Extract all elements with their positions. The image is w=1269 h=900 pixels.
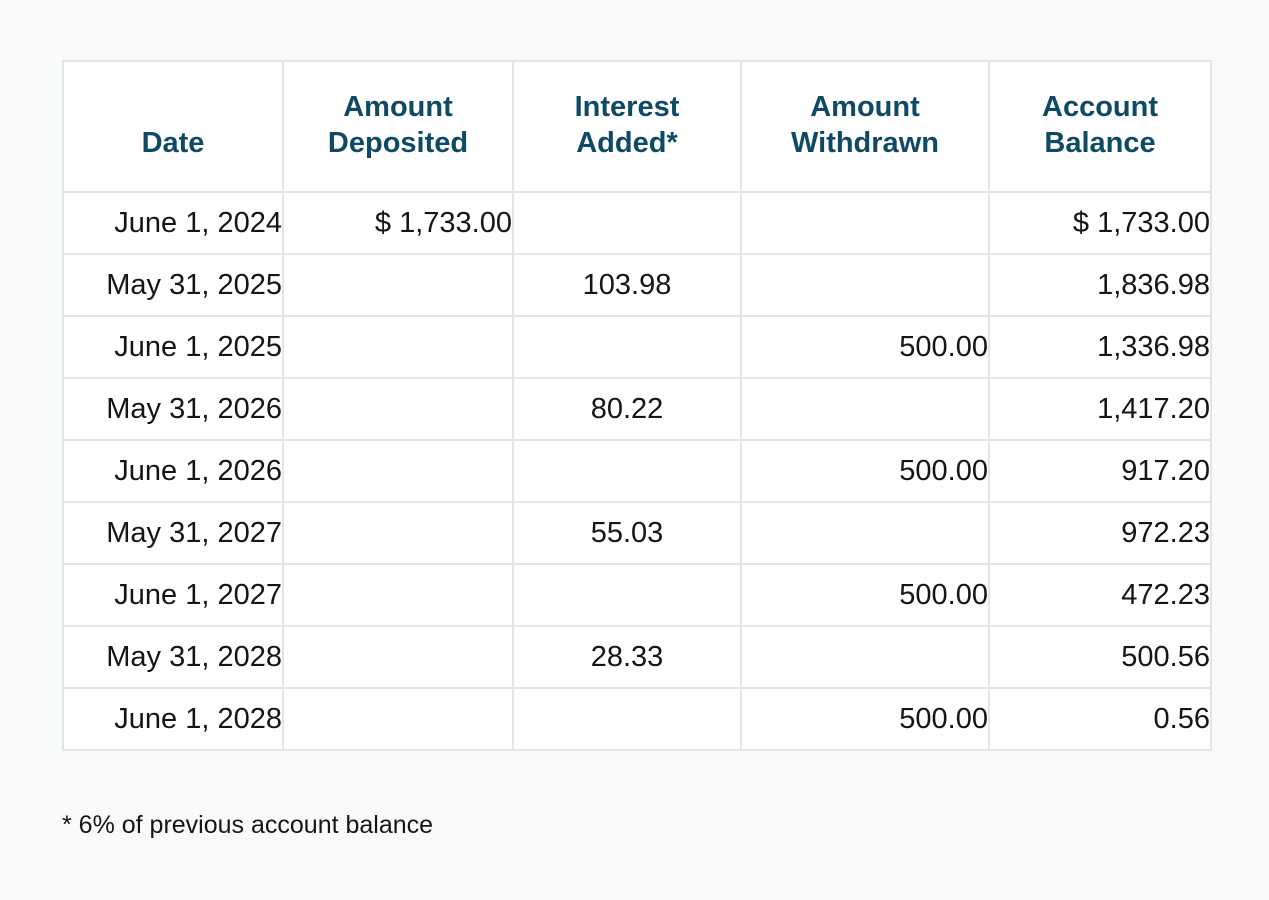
cell-deposited — [282, 501, 514, 565]
header-withdrawn-line1: Amount — [810, 91, 920, 123]
cell-date: May 31, 2028 — [62, 625, 284, 689]
table-row: June 1, 2027 500.00 472.23 — [62, 563, 1212, 627]
cell-date: June 1, 2027 — [62, 563, 284, 627]
table-row: May 31, 2025 103.98 1,836.98 — [62, 253, 1212, 317]
cell-deposited — [282, 315, 514, 379]
cell-interest — [512, 563, 742, 627]
cell-deposited — [282, 439, 514, 503]
cell-withdrawn — [740, 191, 990, 255]
cell-withdrawn — [740, 625, 990, 689]
header-balance-line2: Balance — [1044, 127, 1156, 159]
table-row: June 1, 2025 500.00 1,336.98 — [62, 315, 1212, 379]
cell-date: June 1, 2024 — [62, 191, 284, 255]
cell-withdrawn — [740, 501, 990, 565]
cell-interest — [512, 439, 742, 503]
cell-deposited — [282, 687, 514, 751]
cell-deposited — [282, 625, 514, 689]
header-date-label: Date — [141, 127, 205, 159]
cell-balance: 472.23 — [988, 563, 1212, 627]
header-row: Date Amount Deposited Interest Added* Am… — [62, 60, 1212, 193]
cell-date: June 1, 2026 — [62, 439, 284, 503]
cell-balance: 1,336.98 — [988, 315, 1212, 379]
cell-deposited — [282, 563, 514, 627]
header-interest-added: Interest Added* — [512, 60, 742, 193]
cell-balance: 972.23 — [988, 501, 1212, 565]
cell-date: June 1, 2025 — [62, 315, 284, 379]
cell-balance: 917.20 — [988, 439, 1212, 503]
cell-interest: 80.22 — [512, 377, 742, 441]
cell-withdrawn: 500.00 — [740, 315, 990, 379]
cell-date: May 31, 2025 — [62, 253, 284, 317]
cell-interest — [512, 191, 742, 255]
table-row: June 1, 2026 500.00 917.20 — [62, 439, 1212, 503]
cell-withdrawn: 500.00 — [740, 563, 990, 627]
cell-interest — [512, 687, 742, 751]
cell-deposited — [282, 377, 514, 441]
header-amount-withdrawn: Amount Withdrawn — [740, 60, 990, 193]
cell-deposited: $ 1,733.00 — [282, 191, 514, 255]
cell-date: May 31, 2026 — [62, 377, 284, 441]
header-date: Date — [62, 60, 284, 193]
header-interest-line1: Interest — [574, 91, 680, 123]
cell-balance: 1,417.20 — [988, 377, 1212, 441]
cell-interest: 103.98 — [512, 253, 742, 317]
cell-date: June 1, 2028 — [62, 687, 284, 751]
header-account-balance: Account Balance — [988, 60, 1212, 193]
table-row: May 31, 2026 80.22 1,417.20 — [62, 377, 1212, 441]
cell-interest: 28.33 — [512, 625, 742, 689]
cell-interest: 55.03 — [512, 501, 742, 565]
ledger-table: Date Amount Deposited Interest Added* Am… — [62, 60, 1212, 751]
cell-balance: 0.56 — [988, 687, 1212, 751]
footnote: * 6% of previous account balance — [62, 811, 434, 839]
header-deposited-line2: Deposited — [327, 127, 469, 159]
header-withdrawn-line2: Withdrawn — [791, 127, 939, 159]
table-row: June 1, 2028 500.00 0.56 — [62, 687, 1212, 751]
cell-balance: 500.56 — [988, 625, 1212, 689]
cell-withdrawn: 500.00 — [740, 439, 990, 503]
cell-date: May 31, 2027 — [62, 501, 284, 565]
cell-withdrawn — [740, 253, 990, 317]
table-row: May 31, 2028 28.33 500.56 — [62, 625, 1212, 689]
cell-balance: 1,836.98 — [988, 253, 1212, 317]
table-row: May 31, 2027 55.03 972.23 — [62, 501, 1212, 565]
cell-withdrawn — [740, 377, 990, 441]
cell-withdrawn: 500.00 — [740, 687, 990, 751]
header-balance-line1: Account — [1042, 91, 1158, 123]
cell-balance: $ 1,733.00 — [988, 191, 1212, 255]
header-deposited-line1: Amount — [343, 91, 453, 123]
header-amount-deposited: Amount Deposited — [282, 60, 514, 193]
header-interest-line2: Added* — [576, 127, 678, 159]
cell-deposited — [282, 253, 514, 317]
table-row: June 1, 2024 $ 1,733.00 $ 1,733.00 — [62, 191, 1212, 255]
cell-interest — [512, 315, 742, 379]
